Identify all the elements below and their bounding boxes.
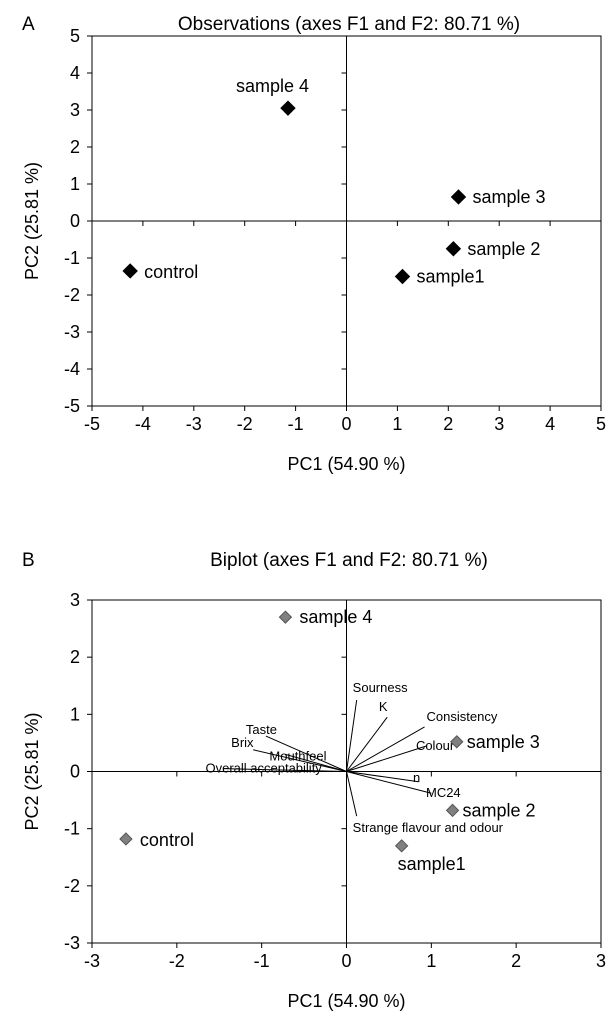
vector-label: Mouthfeel bbox=[269, 748, 326, 763]
y-tick-label: -1 bbox=[64, 819, 80, 839]
y-tick-label: 2 bbox=[70, 647, 80, 667]
x-tick-label: 3 bbox=[596, 951, 606, 971]
data-point bbox=[445, 241, 462, 257]
vector-line bbox=[346, 771, 358, 817]
point-label: sample 4 bbox=[236, 76, 309, 96]
vector-line bbox=[346, 745, 428, 772]
x-tick-label: -1 bbox=[288, 414, 304, 434]
panel-b-letter: B bbox=[22, 550, 35, 571]
vector-label: MC24 bbox=[426, 785, 461, 800]
y-tick-label: 3 bbox=[70, 100, 80, 120]
vector-label: Sourness bbox=[353, 680, 408, 695]
point-label: sample 2 bbox=[463, 800, 536, 820]
y-tick-label: -2 bbox=[64, 876, 80, 896]
y-tick-label: 0 bbox=[70, 211, 80, 231]
x-tick-label: -1 bbox=[254, 951, 270, 971]
x-tick-label: 5 bbox=[596, 414, 606, 434]
point-label: sample 2 bbox=[467, 239, 540, 259]
x-tick-label: 0 bbox=[341, 414, 351, 434]
vector-label: Colour bbox=[416, 738, 455, 753]
x-tick-label: -2 bbox=[169, 951, 185, 971]
point-label: sample 3 bbox=[472, 187, 545, 207]
y-tick-label: -4 bbox=[64, 359, 80, 379]
x-tick-label: 2 bbox=[443, 414, 453, 434]
vector-line bbox=[285, 753, 347, 772]
vector-label: Overall acceptability bbox=[205, 761, 322, 776]
vector-line bbox=[346, 699, 358, 772]
y-tick-label: 5 bbox=[70, 26, 80, 46]
y-tick-label: 2 bbox=[70, 137, 80, 157]
x-tick-label: 0 bbox=[341, 951, 351, 971]
x-tick-label: 1 bbox=[392, 414, 402, 434]
x-tick-label: 3 bbox=[494, 414, 504, 434]
data-point bbox=[450, 735, 464, 749]
point-label: sample 3 bbox=[467, 732, 540, 752]
vector-label: Taste bbox=[246, 722, 277, 737]
y-tick-label: 4 bbox=[70, 63, 80, 83]
biplot-chart: -3 -2 -1 0 1 2 3 -3 -2 -1 0 1 2 3 PC1 (54.90 %) PC2 (25… bbox=[22, 590, 606, 1011]
observations-chart: -5 -4 -3 -2 -1 0 1 2 3 4 5 -5 -4 -3 -2 -1 0 1 2 3 4 5 PC1 (54.… bbox=[22, 26, 606, 474]
y-tick-label: 3 bbox=[70, 590, 80, 610]
point-label: control bbox=[144, 262, 198, 282]
vector-label: Strange flavour and odour bbox=[353, 820, 504, 835]
x-tick-label: 1 bbox=[426, 951, 436, 971]
data-point bbox=[394, 268, 411, 285]
point-label: sample 4 bbox=[299, 607, 372, 627]
vector-line bbox=[223, 768, 347, 772]
vector-line bbox=[346, 726, 425, 772]
x-tick-label: 4 bbox=[545, 414, 555, 434]
y-axis-label: PC2 (25.81 %) bbox=[22, 162, 42, 280]
panel-b-title: Biplot (axes F1 and F2: 80.71 %) bbox=[210, 550, 488, 571]
y-tick-label: 1 bbox=[70, 174, 80, 194]
panel-a-title: Observations (axes F1 and F2: 80.71 %) bbox=[177, 14, 521, 35]
vector-label: K bbox=[379, 699, 388, 714]
vector-line bbox=[346, 771, 432, 794]
data-point bbox=[278, 610, 293, 624]
panel-b: B Biplot (axes F1 and F2: 80.71 %) -3 -2-… bbox=[0, 520, 613, 1026]
x-tick-label: -5 bbox=[84, 414, 100, 434]
y-tick-label: -2 bbox=[64, 285, 80, 305]
x-tick-label: -3 bbox=[84, 951, 100, 971]
vector-line bbox=[346, 771, 419, 783]
y-tick-label: -1 bbox=[64, 248, 80, 268]
y-tick-label: 1 bbox=[70, 704, 80, 724]
vector-line bbox=[346, 716, 388, 772]
y-tick-label: -3 bbox=[64, 933, 80, 953]
data-point bbox=[280, 100, 296, 116]
x-tick-label: -4 bbox=[135, 414, 151, 434]
x-tick-label: -3 bbox=[186, 414, 202, 434]
data-point bbox=[445, 803, 460, 818]
vector-line bbox=[265, 735, 347, 772]
vector-label: Brix bbox=[231, 735, 254, 750]
y-axis-label: PC2 (25.81 %) bbox=[22, 712, 42, 830]
y-tick-label: -5 bbox=[64, 396, 80, 416]
y-tick-label: -3 bbox=[64, 322, 80, 342]
x-tick-label: -2 bbox=[237, 414, 253, 434]
point-label: sample1 bbox=[398, 854, 466, 874]
data-point bbox=[450, 189, 467, 205]
data-point bbox=[122, 263, 138, 279]
point-label: sample1 bbox=[416, 267, 484, 287]
point-label: control bbox=[140, 830, 194, 850]
vector-label: Consistency bbox=[427, 709, 498, 724]
x-axis-label: PC1 (54.90 %) bbox=[287, 454, 405, 474]
x-axis-label: PC1 (54.90 %) bbox=[287, 991, 405, 1011]
y-tick-label: 0 bbox=[70, 762, 80, 782]
panel-a: A Observations (axes F1 and F2: 80.71 %)… bbox=[22, 14, 606, 474]
panel-a-letter: A bbox=[22, 14, 35, 35]
vector-line bbox=[253, 749, 347, 772]
data-point bbox=[394, 839, 409, 853]
x-tick-label: 2 bbox=[511, 951, 521, 971]
data-point bbox=[119, 832, 133, 846]
vector-label: n bbox=[413, 770, 420, 785]
